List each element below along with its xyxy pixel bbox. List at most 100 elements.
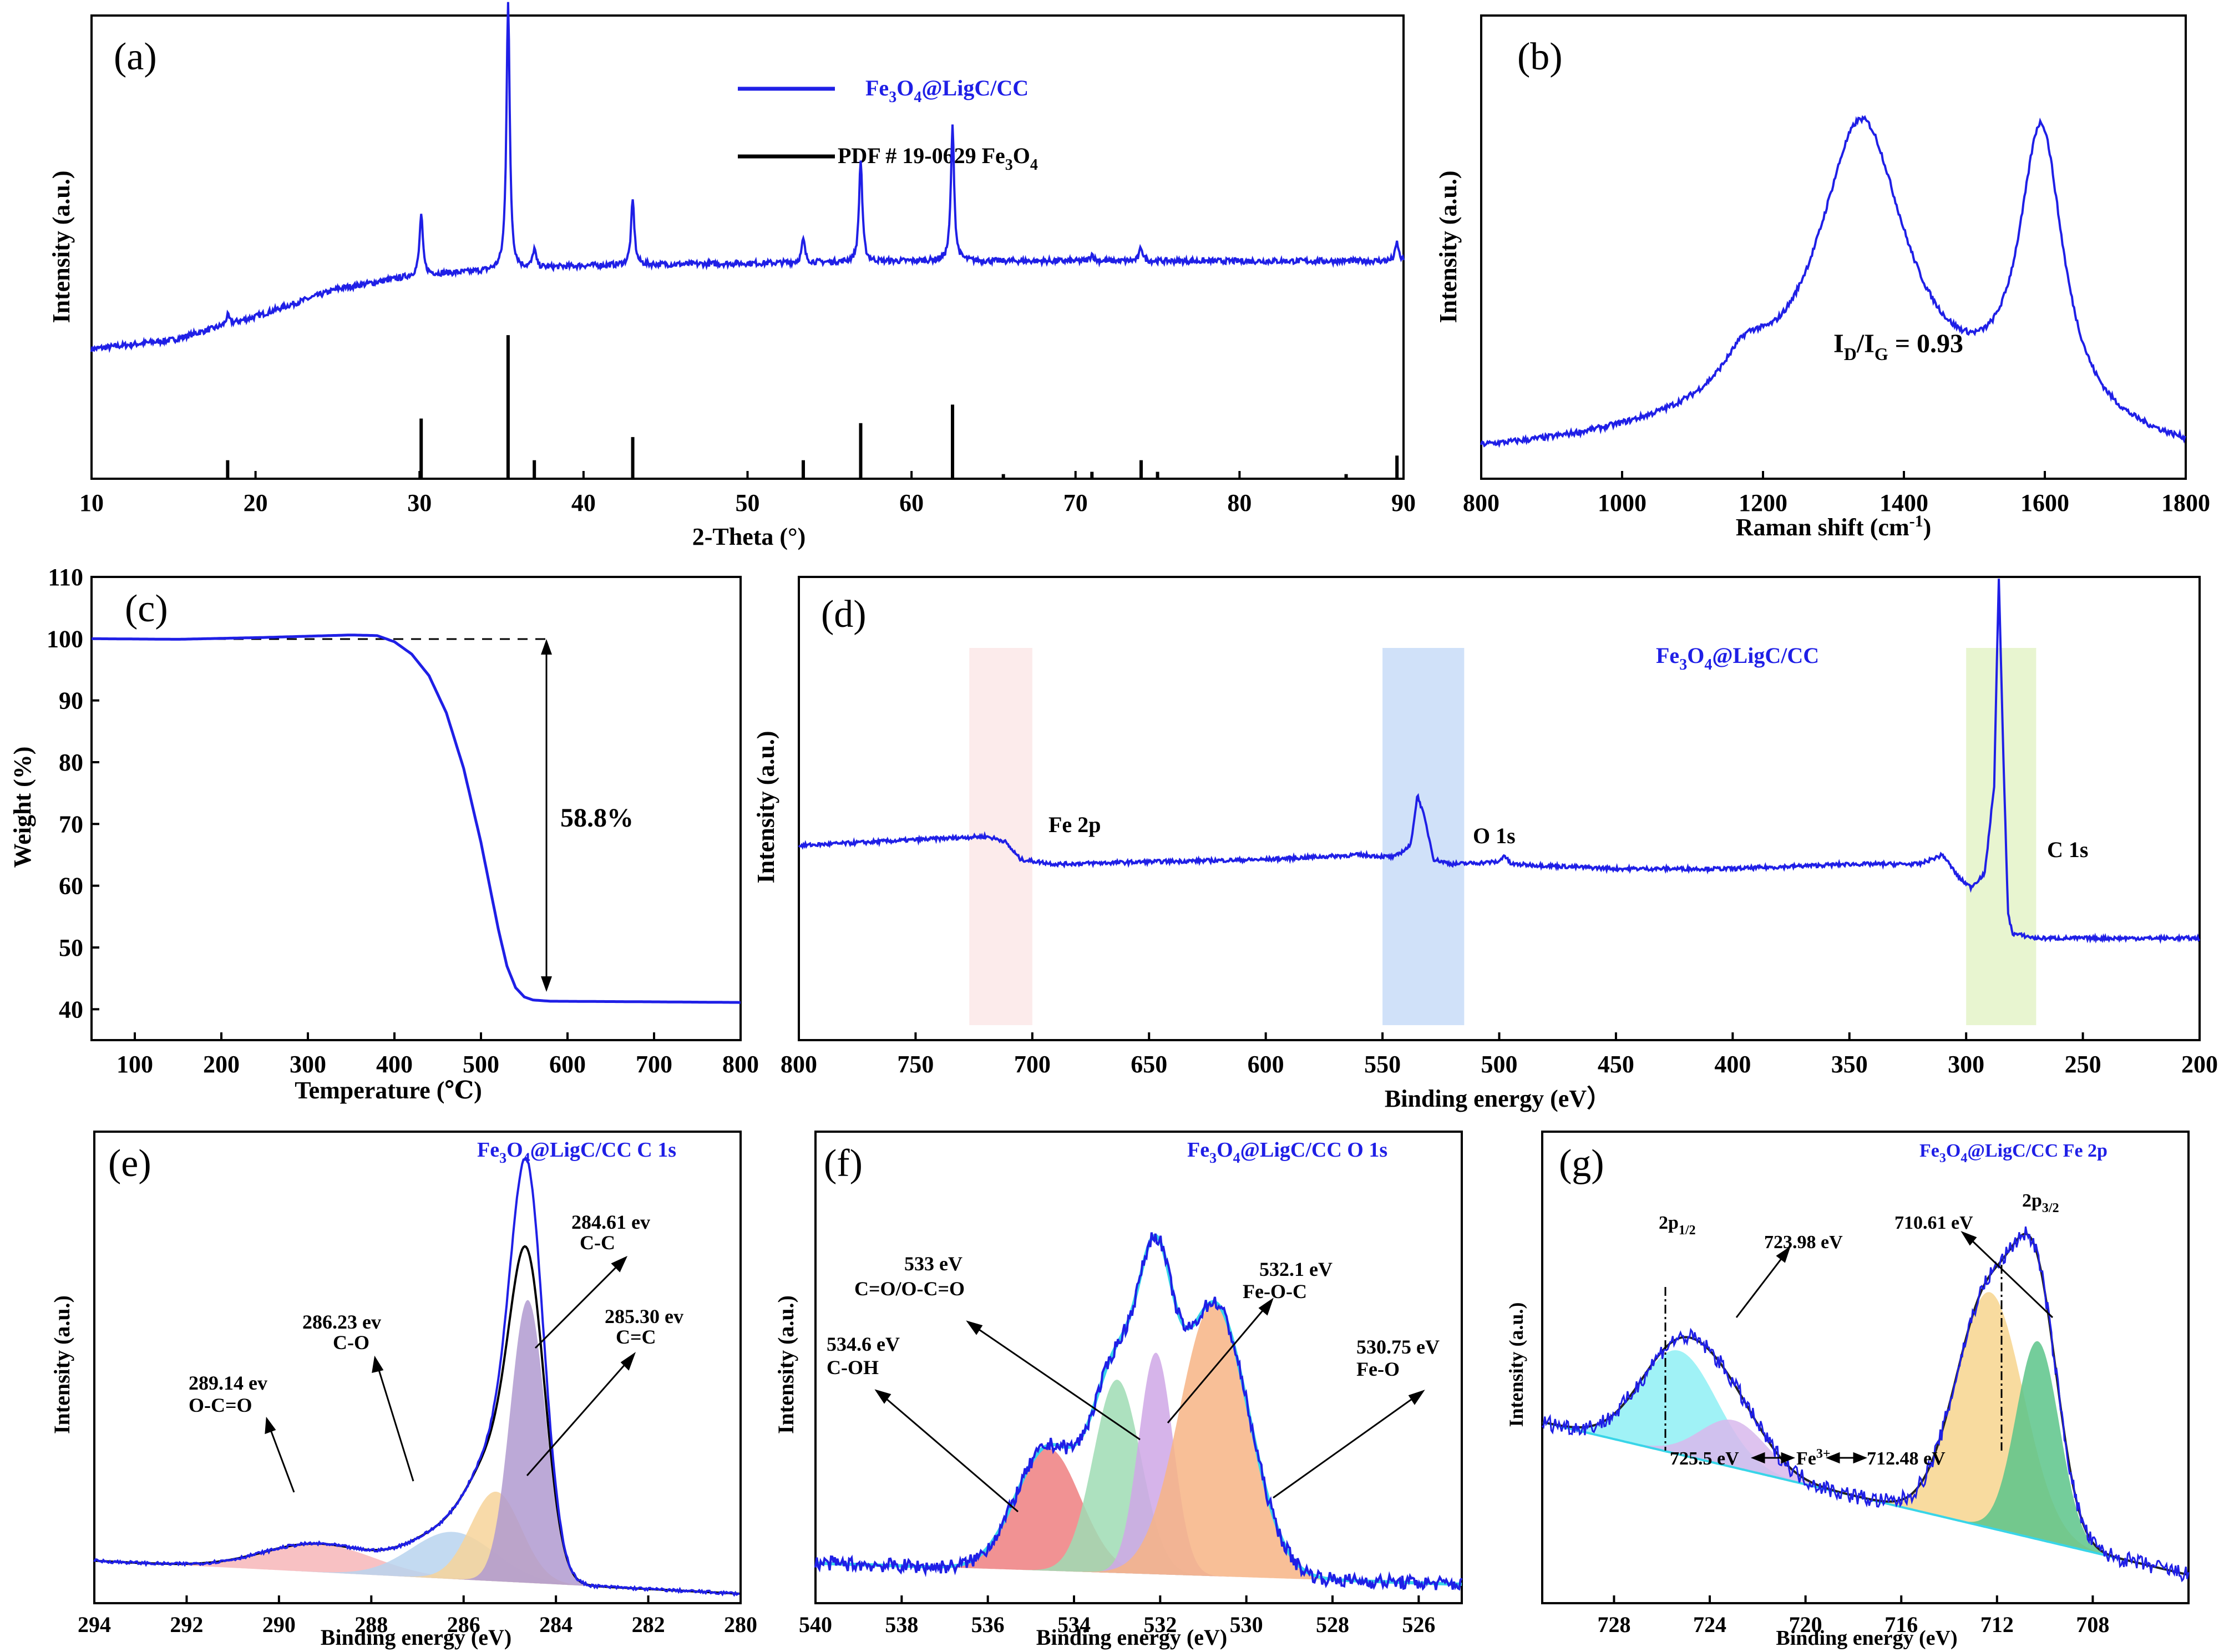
- a-x-tick-label: 50: [736, 489, 760, 516]
- c-x-tick-label: 700: [636, 1051, 672, 1078]
- panel-e-ylabel: Intensity (a.u.): [49, 1295, 74, 1434]
- g-x-tick-label: 724: [1693, 1612, 1726, 1637]
- xps-region-label: O 1s: [1473, 823, 1516, 848]
- a-x-tick-label: 20: [244, 489, 268, 516]
- e-component-2: [94, 1532, 741, 1594]
- fe2p-orbital-2: 2p3/2: [2022, 1190, 2059, 1215]
- o1s-components: [815, 1303, 1462, 1584]
- c1s-peak-3-bond: C-O: [333, 1331, 369, 1354]
- o1s-peak-3-energy: 532.1 eV: [1259, 1258, 1333, 1280]
- panel-c-axis-ticks: 100 200 300 400 500 600 700 800 40 50 60 70 80 90 100 1…: [47, 564, 759, 1078]
- fe2p-peak-label-2: 710.61 eV: [1894, 1213, 1973, 1233]
- fe3-left-energy: 725.5 eV: [1670, 1448, 1739, 1469]
- e-x-tick-label: 280: [724, 1612, 757, 1637]
- fe2p-raw-line: [1541, 1226, 2190, 1583]
- f-x-tick-label: 528: [1316, 1612, 1349, 1637]
- tga-arrow-head-bottom: [541, 976, 552, 992]
- a-x-tick-label: 10: [79, 489, 104, 516]
- e-x-tick-label: 290: [262, 1612, 296, 1637]
- a-x-tick-label: 40: [571, 489, 596, 516]
- c-y-tick-label: 60: [59, 873, 83, 900]
- c-y-tick-label: 110: [48, 564, 83, 591]
- panel-d-xps-survey: (d) Intensity (a.u.) Binding energy (eV）…: [752, 576, 2218, 1112]
- xps-survey-line: [798, 579, 2201, 944]
- d-x-tick-label: 700: [1014, 1051, 1051, 1078]
- panel-a-axis-ticks: 10 20 30 40 50 60 70 80 90: [79, 471, 1416, 516]
- xrd-reference-sticks: [226, 335, 1399, 479]
- d-x-tick-label: 500: [1481, 1051, 1518, 1078]
- xps-region-label: C 1s: [2047, 837, 2088, 862]
- f-x-tick-label: 538: [885, 1612, 918, 1637]
- panel-f-sample-title: Fe3O4@LigC/CC O 1s: [1187, 1138, 1387, 1166]
- raman-id-ig-annotation: ID/IG = 0.93: [1833, 329, 1963, 364]
- c-x-tick-label: 500: [463, 1051, 499, 1078]
- b-x-tick-label: 800: [1463, 489, 1499, 516]
- d-x-tick-label: 300: [1948, 1051, 1984, 1078]
- fe2p-peak-label-1: 723.98 eV: [1764, 1232, 1843, 1253]
- c-x-tick-label: 300: [290, 1051, 326, 1078]
- d-x-tick-label: 650: [1131, 1051, 1167, 1078]
- panel-b-ylabel: Intensity (a.u.): [1435, 170, 1462, 323]
- a-x-tick-label: 60: [899, 489, 924, 516]
- c-y-tick-label: 80: [59, 749, 83, 776]
- panel-d-axis-ticks: 800 750 700 650 600 550 500 450 400 350 300 250 200: [781, 1032, 2218, 1078]
- d-x-tick-label: 250: [2065, 1051, 2101, 1078]
- panel-b-frame: [1480, 14, 2187, 480]
- legend-a-series1-label: Fe3O4@LigC/CC: [865, 75, 1029, 106]
- f-x-tick-label: 530: [1230, 1612, 1263, 1637]
- xrd-pattern-line: [90, 2, 1405, 353]
- o1s-peak-2-bond: C=O/O-C=O: [854, 1278, 965, 1300]
- xps-survey-regions: Fe 2p O 1s C 1s: [969, 648, 2088, 1025]
- panel-g-xps-fe2p: (g) Intensity (a.u.) Binding energy (eV)…: [1505, 1131, 2190, 1650]
- panel-f-xlabel: Binding energy (eV): [1036, 1625, 1227, 1650]
- e-x-tick-label: 284: [539, 1612, 573, 1637]
- panel-e-frame: [93, 1131, 742, 1604]
- tga-weight-curve: [91, 634, 741, 1004]
- panel-e-xlabel: Binding energy (eV): [321, 1625, 511, 1650]
- panel-g-sample-title: Fe3O4@LigC/CC Fe 2p: [1919, 1141, 2108, 1165]
- e-component-1: [94, 1543, 741, 1594]
- o1s-peak-4-bond: Fe-O: [1356, 1358, 1400, 1380]
- fe2p-components: [1542, 1292, 2189, 1575]
- xps-region-band: [1382, 648, 1465, 1025]
- panel-d-xlabel: Binding energy (eV）: [1385, 1085, 1611, 1112]
- b-x-tick-label: 1000: [1598, 489, 1647, 516]
- d-x-tick-label: 550: [1364, 1051, 1401, 1078]
- e-x-tick-label: 286: [447, 1612, 480, 1637]
- raman-spectrum-line: [1480, 115, 2186, 448]
- panel-b-xlabel: Raman shift (cm-1): [1736, 512, 1932, 541]
- o1s-peak-3-bond: Fe-O-C: [1243, 1280, 1307, 1303]
- panel-g-label: (g): [1559, 1142, 1604, 1185]
- b-x-tick-label: 1800: [2161, 489, 2210, 516]
- c1s-peak-2-bond: C=C: [616, 1326, 656, 1348]
- c1s-annotations: 284.61 ev C-C 285.30 ev C=C 286.23 ev C-…: [189, 1211, 683, 1416]
- f-component-3: [815, 1352, 1462, 1584]
- c-y-tick-label: 90: [59, 687, 83, 714]
- fe3-right-energy: 712.48 eV: [1867, 1448, 1946, 1469]
- g-x-tick-label: 720: [1789, 1612, 1822, 1637]
- o1s-raw-line: [814, 1232, 1463, 1591]
- o1s-peak-2-energy: 533 eV: [904, 1253, 962, 1275]
- c-x-tick-label: 200: [203, 1051, 240, 1078]
- c1s-components: [94, 1300, 741, 1594]
- g-x-tick-label: 728: [1597, 1612, 1630, 1637]
- d-x-tick-label: 800: [781, 1051, 817, 1078]
- panel-d-sample-title: Fe3O4@LigC/CC: [1656, 643, 1819, 673]
- c-x-tick-label: 100: [116, 1051, 153, 1078]
- legend-a-series2-label: PDF # 19-0629 Fe3O4: [838, 143, 1038, 174]
- c1s-peak-2-energy: 285.30 ev: [605, 1305, 683, 1327]
- fe2p-orbital-1: 2p1/2: [1659, 1213, 1696, 1238]
- tga-weight-loss-value: 58.8%: [560, 803, 634, 833]
- panel-g-frame: [1541, 1131, 2190, 1604]
- b-x-tick-label: 1400: [1880, 489, 1928, 516]
- fe2p-annotations: 2p1/2 2p3/2 723.98 eV 710.61 eV 725.5 eV…: [1659, 1190, 2059, 1469]
- d-x-tick-label: 200: [2181, 1051, 2218, 1078]
- f-x-tick-label: 526: [1402, 1612, 1435, 1637]
- b-x-tick-label: 1600: [2020, 489, 2069, 516]
- panel-a-xrd: (a) Intensity (a.u.) 2-Theta (°) 10 20 30 4…: [48, 2, 1416, 550]
- c-y-tick-label: 50: [59, 934, 83, 961]
- c1s-arrows: [265, 1255, 636, 1493]
- panel-e-axis-ticks: 294 292 290 288 286 284 282 280: [78, 1595, 757, 1637]
- panel-d-ylabel: Intensity (a.u.): [752, 731, 779, 883]
